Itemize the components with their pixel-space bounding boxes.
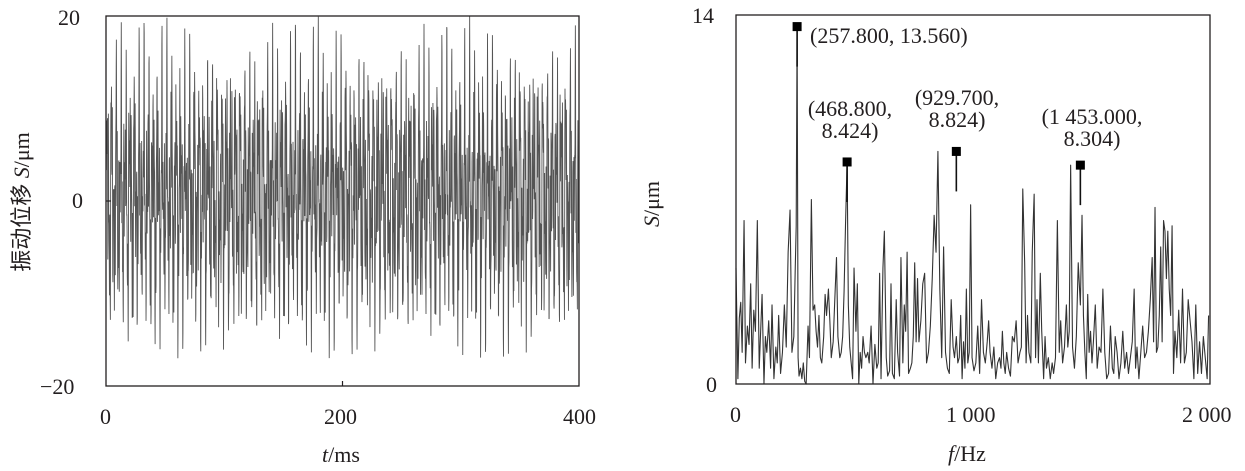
y-axis-variable: S xyxy=(9,167,34,179)
time-domain-chart: 20 0 −20 0 200 400 t/ms 振动位移 S/μm xyxy=(0,0,622,471)
x-tick-label-400: 400 xyxy=(563,404,596,429)
peak-annotation-3-line2: 8.824) xyxy=(928,107,986,132)
plot-frame xyxy=(735,14,1211,385)
spectrum-series xyxy=(735,26,1210,385)
y-axis-title: 振动位移 S/μm xyxy=(9,112,34,292)
x-tick-label-0: 0 xyxy=(730,402,741,427)
y-tick-label-0: 0 xyxy=(72,188,83,213)
y-axis-unit: /μm xyxy=(639,180,664,217)
frequency-spectrum-chart: 14 0 0 1 000 2 000 f/Hz S/μm (257.800, 1… xyxy=(622,0,1245,471)
peak-annotation-2: (468.800, 8.424) xyxy=(800,98,900,142)
x-axis-title: f/Hz xyxy=(948,442,986,466)
y-axis-variable: S xyxy=(639,216,664,228)
y-tick-label-14: 14 xyxy=(692,3,714,28)
peak-annotation-4-line2: 8.304) xyxy=(1063,126,1121,151)
peak-marker-2 xyxy=(842,157,852,167)
x-axis-title: t/ms xyxy=(322,443,360,467)
peak-marker-3 xyxy=(951,146,961,156)
x-tick-label-2000: 2 000 xyxy=(1182,402,1232,427)
peak-annotation-4: (1 453.000, 8.304) xyxy=(1032,106,1152,150)
x-axis-variable: t xyxy=(322,442,329,467)
peak-annotation-2-line1: (468.800, xyxy=(807,96,893,121)
x-axis-unit: /Hz xyxy=(954,441,986,466)
peak-annotation-3: (929.700, 8.824) xyxy=(902,87,1012,131)
y-tick-label-0: 0 xyxy=(706,372,717,397)
y-axis-label-cn: 振动位移 xyxy=(9,178,34,272)
peak-annotation-3-line1: (929.700, xyxy=(914,85,1000,110)
y-tick-label-20: 20 xyxy=(58,5,80,30)
peak-annotation-2-line2: 8.424) xyxy=(821,118,879,143)
x-tick-label-0: 0 xyxy=(100,404,111,429)
peak-annotation-4-line1: (1 453.000, xyxy=(1041,104,1143,129)
x-tick-label-1000: 1 000 xyxy=(946,402,996,427)
time-domain-plot-area xyxy=(105,15,580,387)
y-tick-label-minus-20: −20 xyxy=(40,374,75,399)
peak-marker-1 xyxy=(792,22,802,32)
x-tick-label-200: 200 xyxy=(324,404,357,429)
y-axis-unit: /μm xyxy=(9,132,34,168)
peak-marker-4 xyxy=(1075,160,1085,170)
x-axis-variable: f xyxy=(948,441,955,466)
time-signal-series xyxy=(105,15,580,359)
peak-annotation-1-text: (257.800, 13.560) xyxy=(810,23,968,48)
spectrum-plot-area xyxy=(735,14,1211,385)
y-axis-title: S/μm xyxy=(639,169,664,239)
x-axis-unit: /ms xyxy=(328,442,360,467)
peak-annotation-1: (257.800, 13.560) xyxy=(810,25,968,47)
